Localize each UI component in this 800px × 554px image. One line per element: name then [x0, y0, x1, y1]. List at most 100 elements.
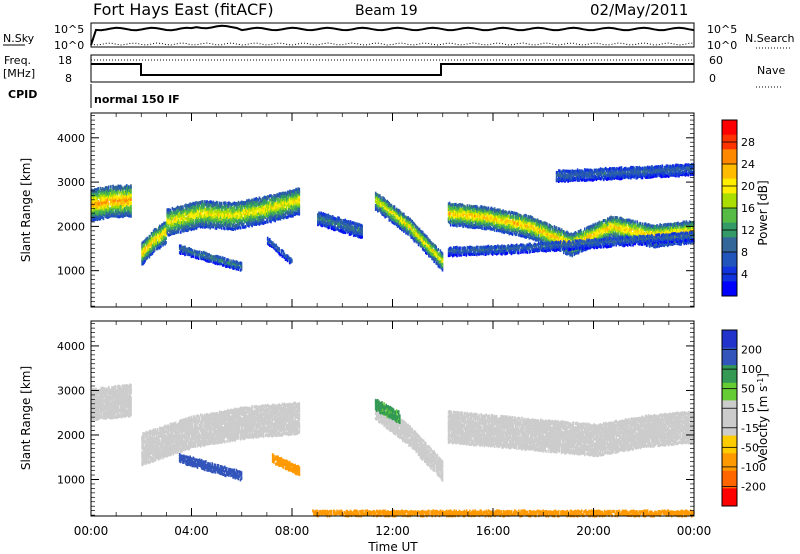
echo-cell — [180, 251, 182, 255]
echo-cell — [458, 216, 460, 220]
echo-cell — [173, 225, 176, 229]
echo-cell — [291, 190, 293, 194]
echo-cell — [211, 204, 214, 208]
echo-cell — [175, 222, 178, 227]
echo-cell — [93, 190, 95, 194]
echo-cell — [332, 227, 335, 232]
nsearch-line — [90, 42, 695, 46]
echo-cell — [168, 210, 171, 214]
echo-cell — [111, 193, 113, 197]
echo-cell — [379, 203, 381, 208]
echo-cell — [167, 215, 169, 219]
echo-cell — [195, 217, 198, 221]
echo-cell — [407, 232, 409, 236]
echo-cell — [169, 228, 172, 232]
echo-cell — [259, 221, 262, 225]
echo-cell — [166, 212, 168, 217]
echo-cell — [418, 233, 421, 238]
echo-cell — [194, 215, 197, 220]
echo-cell — [248, 198, 250, 202]
echo-cell — [93, 212, 95, 216]
echo-cell — [101, 206, 104, 210]
echo-cell — [224, 260, 226, 264]
echo-cell — [219, 224, 222, 228]
echo-cell — [418, 238, 421, 243]
echo-cell — [358, 233, 360, 237]
echo-cell — [429, 253, 431, 257]
echo-cell — [199, 253, 202, 257]
echo-cell — [183, 226, 185, 230]
echo-cell — [290, 202, 292, 206]
echo-cell — [91, 191, 93, 195]
echo-cell — [275, 197, 277, 201]
echo-cell — [114, 207, 116, 211]
echo-cell — [287, 215, 289, 219]
echo-cell — [291, 192, 293, 197]
echo-cell — [96, 217, 98, 222]
echo-cell — [141, 262, 143, 266]
echo-cell — [287, 190, 289, 194]
echo-cell — [160, 225, 162, 229]
echo-cell — [255, 206, 258, 211]
echo-cell — [117, 209, 120, 213]
echo-cell — [119, 187, 122, 192]
echo-cell — [116, 195, 119, 199]
echo-cell — [151, 247, 154, 252]
echo-cell — [245, 200, 247, 205]
echo-cell — [270, 209, 272, 213]
echo-cell — [163, 237, 165, 241]
echo-cell — [192, 218, 195, 222]
echo-cell — [127, 202, 129, 206]
echo-cell — [298, 189, 301, 193]
echo-cell — [321, 220, 323, 224]
echo-cell — [96, 200, 98, 204]
echo-cell — [96, 189, 98, 193]
echo-cell — [99, 217, 102, 221]
echo-cell — [231, 225, 233, 229]
echo-cell — [428, 244, 430, 248]
echo-cell — [110, 202, 112, 206]
echo-cell — [244, 208, 246, 212]
echo-cell — [234, 202, 237, 206]
echo-cell — [295, 187, 297, 191]
echo-cell — [102, 202, 105, 206]
echo-cell — [452, 223, 454, 227]
echo-cell — [278, 203, 281, 207]
echo-cell — [231, 212, 233, 216]
echo-cell — [447, 219, 450, 224]
echo-cell — [252, 206, 254, 210]
echo-cell — [455, 207, 457, 211]
echo-cell — [253, 208, 255, 212]
echo-cell — [384, 201, 386, 205]
echo-cell — [460, 216, 462, 220]
echo-cell — [340, 218, 342, 222]
echo-cell — [209, 211, 211, 215]
echo-cell — [157, 247, 159, 251]
echo-cell — [172, 210, 175, 214]
echo-cell — [293, 202, 295, 206]
echo-cell — [377, 209, 379, 213]
echo-cell — [241, 218, 244, 223]
echo-cell — [453, 203, 455, 207]
echo-cell — [160, 229, 162, 233]
echo-cell — [320, 222, 322, 226]
echo-cell — [91, 193, 93, 197]
echo-cell — [281, 249, 284, 253]
echo-cell — [173, 213, 176, 217]
echo-cell — [250, 205, 252, 209]
echo-cell — [154, 244, 157, 248]
echo-cell — [254, 214, 257, 218]
echo-cell — [374, 203, 377, 208]
echo-cell — [197, 252, 200, 256]
echo-cell — [121, 215, 124, 219]
echo-cell — [258, 217, 261, 222]
echo-cell — [410, 229, 412, 233]
echo-cell — [105, 193, 108, 197]
echo-cell — [207, 259, 209, 263]
echo-cell — [247, 201, 249, 205]
echo-cell — [155, 246, 158, 250]
echo-cell — [92, 203, 94, 208]
echo-cell — [202, 205, 204, 209]
echo-cell — [217, 215, 220, 219]
echo-cell — [236, 202, 239, 206]
